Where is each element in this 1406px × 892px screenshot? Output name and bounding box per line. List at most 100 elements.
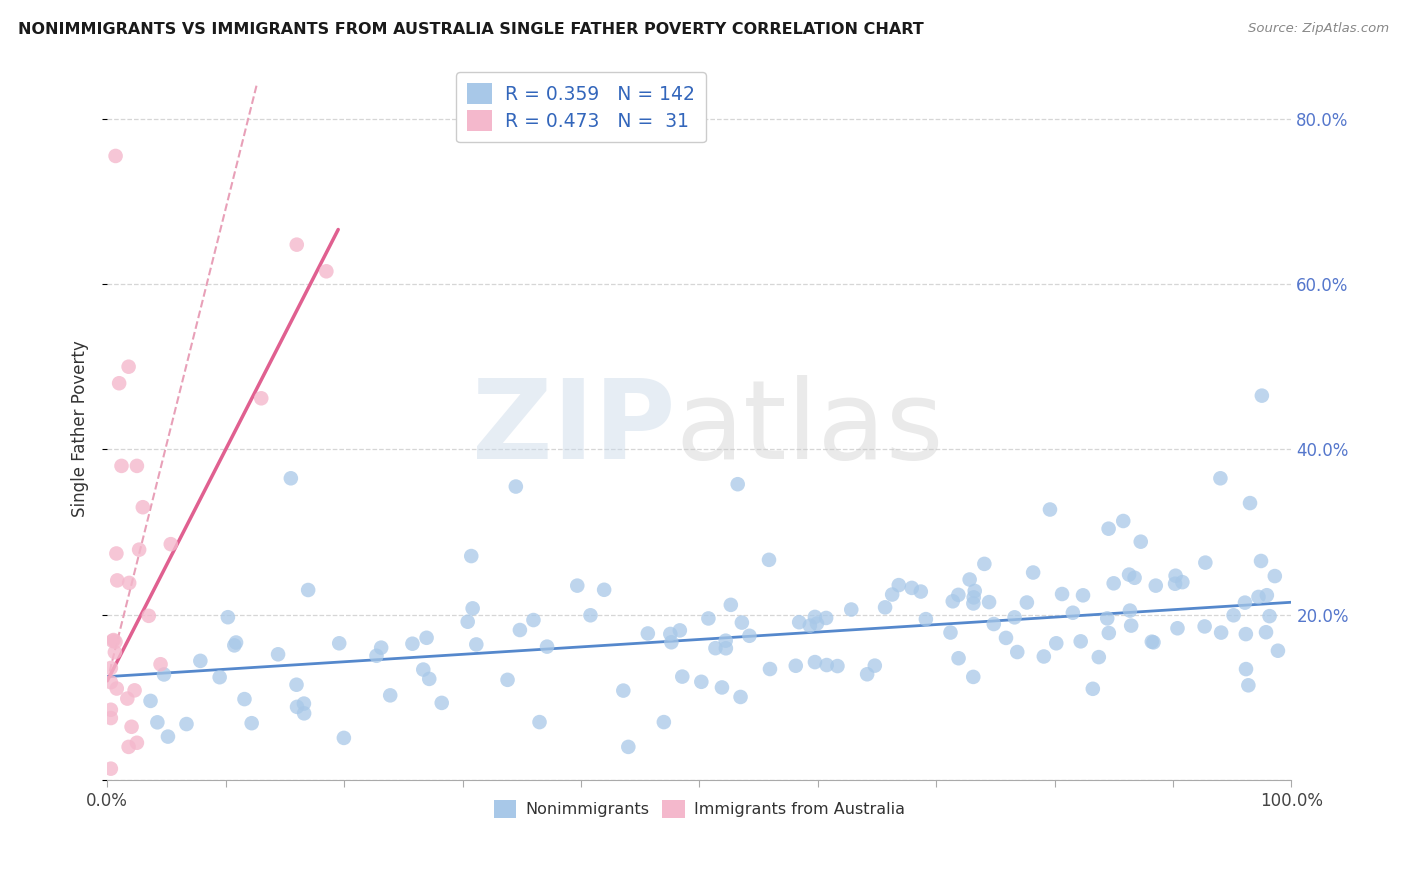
Point — [1171, 575, 1194, 590]
Point — [1247, 590, 1270, 604]
Point — [100, 762, 122, 776]
Point — [1142, 635, 1164, 649]
Point — [963, 583, 986, 598]
Point — [1123, 571, 1146, 585]
Point — [250, 392, 273, 406]
Point — [104, 149, 127, 163]
Point — [567, 579, 589, 593]
Point — [1237, 678, 1260, 692]
Y-axis label: Single Father Poverty: Single Father Poverty — [72, 341, 89, 517]
Point — [710, 681, 733, 695]
Point — [233, 692, 256, 706]
Point — [285, 678, 308, 692]
Point — [720, 598, 742, 612]
Point — [105, 546, 128, 560]
Point — [1164, 568, 1187, 582]
Point — [1097, 522, 1119, 536]
Point — [863, 658, 886, 673]
Point — [1164, 576, 1187, 591]
Point — [1098, 626, 1121, 640]
Point — [370, 640, 392, 655]
Point — [315, 264, 337, 278]
Point — [1081, 681, 1104, 696]
Text: ZIP: ZIP — [472, 376, 676, 483]
Point — [593, 582, 616, 597]
Point — [731, 615, 754, 630]
Point — [900, 581, 922, 595]
Point — [121, 720, 143, 734]
Point — [333, 731, 356, 745]
Point — [1250, 554, 1272, 568]
Point — [217, 610, 239, 624]
Point — [100, 703, 122, 717]
Legend: Nonimmigrants, Immigrants from Australia: Nonimmigrants, Immigrants from Australia — [486, 793, 911, 825]
Point — [1194, 619, 1216, 633]
Point — [505, 479, 527, 493]
Point — [738, 629, 761, 643]
Point — [1233, 596, 1256, 610]
Point — [1022, 566, 1045, 580]
Point — [1121, 618, 1143, 632]
Point — [285, 237, 308, 252]
Point — [973, 557, 995, 571]
Point — [915, 612, 938, 626]
Point — [461, 601, 484, 615]
Point — [697, 611, 720, 625]
Point — [963, 591, 986, 605]
Point — [804, 610, 827, 624]
Point — [669, 624, 692, 638]
Point — [380, 689, 402, 703]
Point — [138, 608, 160, 623]
Point — [1062, 606, 1084, 620]
Point — [875, 600, 897, 615]
Point — [224, 639, 246, 653]
Point — [1264, 569, 1286, 583]
Point — [240, 716, 263, 731]
Point — [156, 730, 179, 744]
Point — [267, 648, 290, 662]
Point — [730, 690, 752, 704]
Point — [959, 573, 981, 587]
Point — [942, 594, 965, 608]
Point — [117, 739, 139, 754]
Point — [1045, 636, 1067, 650]
Point — [704, 641, 727, 656]
Point — [118, 575, 141, 590]
Point — [292, 706, 315, 721]
Point — [977, 595, 1000, 609]
Point — [1211, 625, 1233, 640]
Point — [460, 549, 482, 563]
Point — [1118, 567, 1140, 582]
Point — [418, 672, 440, 686]
Point — [401, 637, 423, 651]
Point — [759, 662, 782, 676]
Point — [117, 359, 139, 374]
Point — [815, 611, 838, 625]
Point — [285, 699, 308, 714]
Point — [1209, 471, 1232, 485]
Point — [139, 694, 162, 708]
Point — [536, 640, 558, 654]
Point — [1234, 627, 1257, 641]
Point — [1039, 502, 1062, 516]
Point — [1004, 610, 1026, 624]
Point — [727, 477, 749, 491]
Point — [1267, 644, 1289, 658]
Point — [153, 667, 176, 681]
Point — [948, 651, 970, 665]
Point — [887, 578, 910, 592]
Point — [652, 715, 675, 730]
Point — [457, 615, 479, 629]
Point — [292, 697, 315, 711]
Point — [529, 715, 551, 730]
Point — [787, 615, 810, 630]
Point — [208, 670, 231, 684]
Point — [124, 683, 146, 698]
Point — [100, 675, 122, 690]
Point — [430, 696, 453, 710]
Point — [280, 471, 302, 485]
Point — [1032, 649, 1054, 664]
Point — [962, 670, 984, 684]
Point — [659, 627, 682, 641]
Point — [146, 715, 169, 730]
